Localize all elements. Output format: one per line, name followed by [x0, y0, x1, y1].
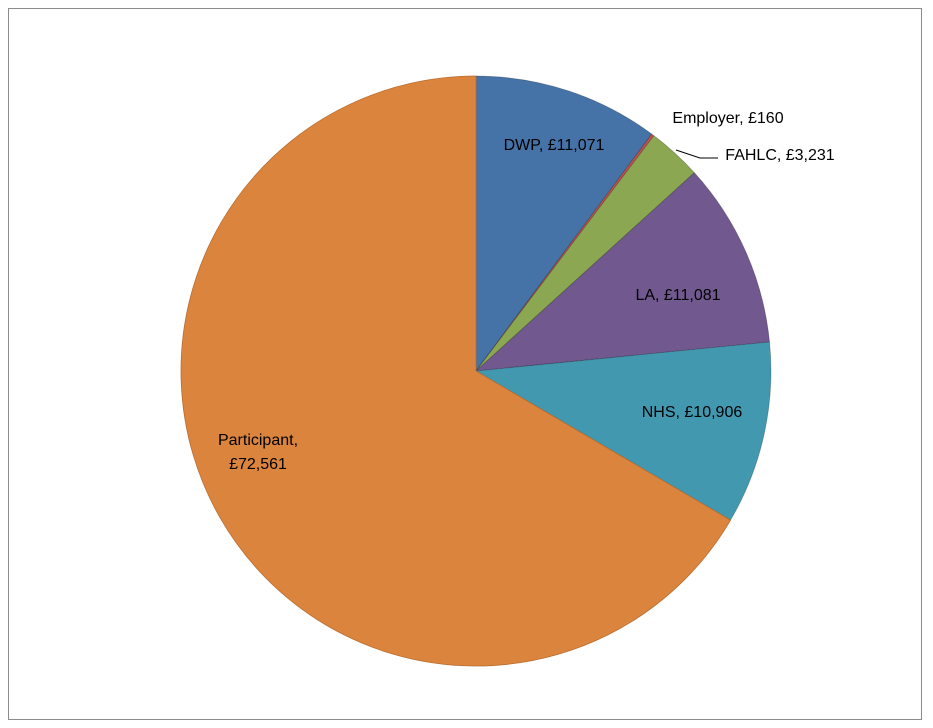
data-label-dwp: DWP, £11,071: [504, 137, 605, 154]
data-label-employer: Employer, £160: [672, 110, 783, 127]
data-labels: DWP, £11,071 Employer, £160 FAHLC, £3,231 L…: [218, 110, 835, 473]
pie-slices: [180, 75, 772, 667]
pie-slice-participant: [180, 75, 732, 667]
leader-line-fahlc: [675, 149, 718, 159]
pie-slice-employer: [475, 133, 655, 372]
data-label-fahlc: FAHLC, £3,231: [725, 147, 835, 164]
pie-slice-fahlc: [475, 135, 695, 372]
pie-slice-nhs: [474, 341, 772, 521]
data-label-nhs: NHS, £10,906: [642, 404, 743, 421]
data-label-participant: Participant, £72,561: [218, 432, 298, 473]
pie-slice-dwp: [475, 75, 653, 373]
pie-slice-la: [474, 172, 771, 372]
data-label-la: LA, £11,081: [635, 287, 720, 304]
leader-lines: [675, 149, 718, 159]
